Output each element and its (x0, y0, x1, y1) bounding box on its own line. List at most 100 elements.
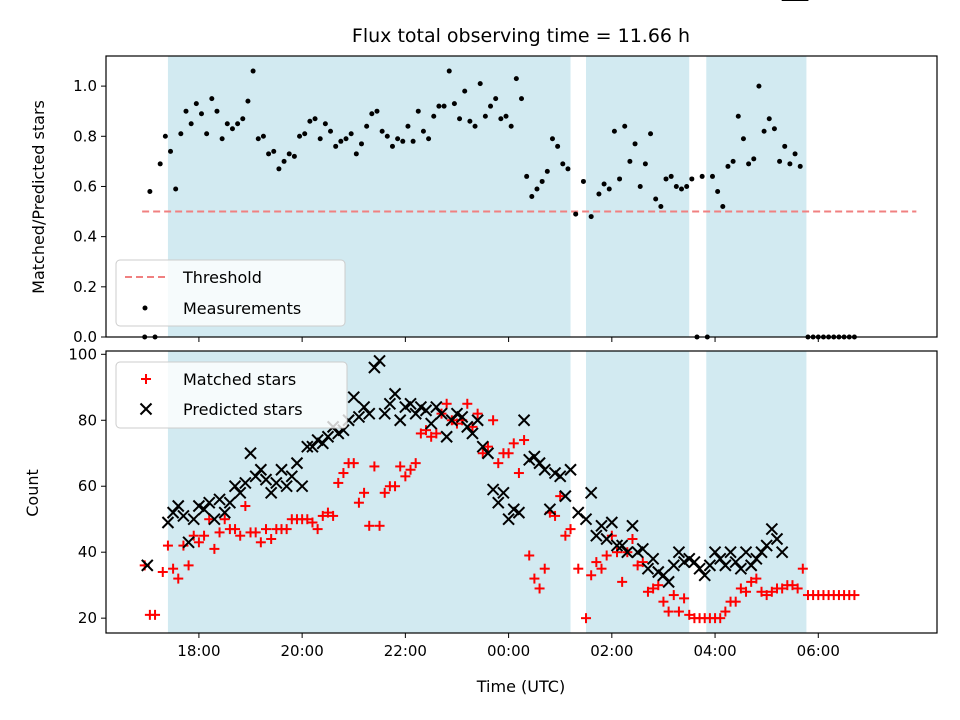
legend-matched-marker (141, 374, 151, 384)
predicted-star-point (316, 437, 329, 450)
predicted-star-point (492, 496, 505, 509)
legend-predicted-marker (139, 402, 153, 416)
top-legend: Threshold Measurements (115, 259, 346, 327)
measurement-point (730, 158, 736, 164)
matched-star-point (353, 497, 364, 508)
predicted-star-point (264, 486, 278, 500)
predicted-star-point (259, 473, 273, 486)
predicted-star-point (357, 400, 371, 414)
bot-observing-interval-2 (706, 351, 807, 633)
measurement-point (715, 188, 721, 194)
chart-title: Flux total observing time = 11.66 h (352, 25, 690, 47)
matched-star-point (756, 586, 767, 597)
legend-matched-label: Matched stars (183, 370, 296, 389)
predicted-star-point (714, 552, 727, 565)
legend-measurements-label: Measurements (183, 299, 301, 318)
matched-star-point (421, 425, 432, 436)
matched-star-point (199, 530, 210, 541)
predicted-star-point (306, 440, 319, 453)
measurement-point (632, 141, 638, 147)
predicted-star-point (533, 456, 546, 470)
measurement-point (405, 123, 411, 129)
measurement-point (560, 161, 566, 167)
measurement-point (312, 116, 318, 122)
matched-star-point (746, 576, 757, 587)
x-axis-label: Time (UTC) (476, 677, 565, 696)
matched-star-point (555, 491, 566, 502)
bot-y-tick-label: 80 (78, 411, 97, 429)
measurement-point (209, 96, 215, 102)
measurement-point (436, 103, 442, 109)
matched-star-point (658, 596, 669, 607)
predicted-star-point (290, 456, 304, 470)
measurement-point (369, 111, 375, 117)
bottom-ylabel: Count (23, 469, 42, 517)
matched-star-point (333, 477, 344, 488)
measurement-point (627, 158, 633, 164)
measurement-point (513, 76, 519, 82)
measurement-point (271, 148, 277, 154)
predicted-star-point (584, 486, 598, 500)
bot-y-tick-label: 100 (68, 345, 97, 363)
predicted-star-point (347, 390, 360, 404)
measurement-point (379, 128, 385, 134)
matched-star-point (797, 563, 808, 574)
measurement-point (642, 161, 648, 167)
predicted-star-point (228, 480, 242, 493)
bottom-panel-frame (105, 350, 938, 634)
measurement-point (395, 136, 401, 142)
top-y-tick-label: 0.6 (73, 177, 97, 195)
measurement-point (740, 136, 746, 142)
predicted-star-point (378, 407, 391, 420)
measurement-point (214, 108, 220, 114)
measurement-point (343, 136, 349, 142)
measurement-point (555, 143, 561, 149)
predicted-star-point (559, 489, 572, 503)
measurement-point (457, 116, 463, 122)
measurement-point (493, 96, 499, 102)
predicted-star-point (280, 480, 293, 493)
predicted-star-point (197, 503, 211, 516)
x-tick-label: 04:00 (693, 642, 736, 660)
matched-star-point (374, 520, 385, 531)
predicted-star-point (471, 414, 484, 427)
measurement-point (761, 128, 767, 134)
predicted-star-point (719, 559, 732, 572)
measurement-point (573, 211, 579, 217)
predicted-star-point (388, 387, 402, 401)
predicted-star-point (368, 361, 381, 374)
measurement-point (488, 103, 494, 109)
measurement-point (400, 138, 406, 144)
matched-star-point (503, 448, 514, 459)
predicted-star-point (512, 506, 526, 519)
matched-star-point (266, 534, 277, 544)
predicted-star-point (517, 414, 531, 427)
matched-star-point (230, 524, 241, 535)
predicted-star-point (424, 417, 438, 430)
predicted-star-point (765, 522, 779, 536)
matched-star-point (735, 583, 746, 594)
measurement-point (250, 68, 256, 74)
matched-star-point (281, 524, 292, 535)
bot-y-tick-label: 60 (78, 477, 97, 495)
matched-star-point (611, 547, 622, 558)
predicted-star-point (698, 569, 711, 582)
predicted-star-point (254, 463, 268, 476)
measurement-point (648, 131, 654, 137)
predicted-star-point (187, 513, 200, 526)
predicted-star-point (724, 545, 737, 559)
measurement-point (426, 136, 432, 142)
measurement-point (446, 68, 452, 74)
measurement-point (255, 136, 261, 142)
predicted-star-point (636, 542, 650, 556)
predicted-star-point (744, 559, 758, 572)
measurement-point (787, 161, 793, 167)
measurement-point (539, 178, 545, 184)
top-y-tick-label: 0.8 (73, 127, 97, 145)
matched-star-point (312, 524, 323, 535)
measurement-point (792, 151, 798, 157)
matched-star-point (550, 510, 561, 521)
matched-star-point (235, 530, 246, 541)
predicted-star-point (662, 575, 675, 589)
matched-star-point (302, 514, 313, 525)
